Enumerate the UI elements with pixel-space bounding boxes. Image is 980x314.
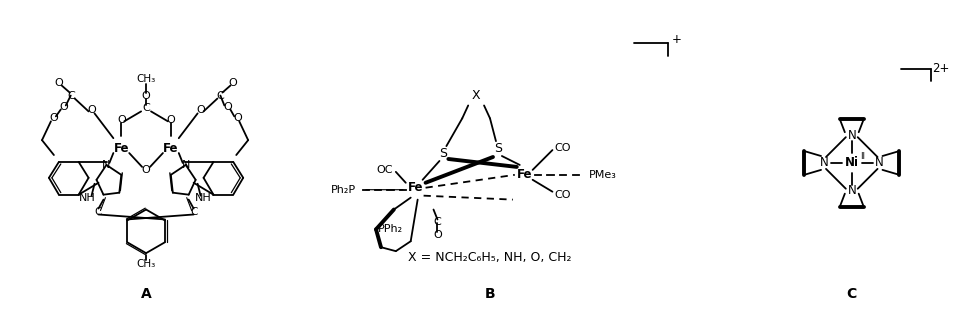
Text: O: O bbox=[55, 78, 64, 88]
Text: CO: CO bbox=[555, 190, 571, 200]
Text: PPh₂: PPh₂ bbox=[378, 225, 404, 234]
Text: Fe: Fe bbox=[163, 142, 178, 154]
Text: Fe: Fe bbox=[114, 142, 129, 154]
Text: X = NCH₂C₆H₅, NH, O, CH₂: X = NCH₂C₆H₅, NH, O, CH₂ bbox=[409, 251, 571, 264]
Text: C: C bbox=[68, 90, 75, 100]
Text: II: II bbox=[860, 152, 865, 160]
Text: N: N bbox=[875, 156, 884, 170]
Text: Ni: Ni bbox=[845, 156, 858, 170]
Text: OC: OC bbox=[376, 165, 393, 175]
Text: Ph₂P: Ph₂P bbox=[331, 185, 356, 195]
Text: 2+: 2+ bbox=[932, 62, 950, 75]
Text: Fe: Fe bbox=[516, 168, 532, 181]
Text: A: A bbox=[141, 287, 152, 301]
Text: O: O bbox=[228, 78, 237, 88]
Text: O: O bbox=[87, 106, 96, 116]
Text: N: N bbox=[848, 184, 857, 197]
Text: CH₃: CH₃ bbox=[136, 74, 156, 84]
Text: O: O bbox=[196, 106, 205, 116]
Text: O: O bbox=[60, 102, 69, 112]
Text: S: S bbox=[439, 147, 448, 160]
Text: CH₃: CH₃ bbox=[136, 259, 156, 269]
Text: CO: CO bbox=[555, 143, 571, 153]
Text: S: S bbox=[494, 142, 502, 154]
Text: N: N bbox=[181, 160, 190, 170]
Text: PMe₃: PMe₃ bbox=[589, 170, 617, 180]
Text: NH: NH bbox=[79, 192, 96, 203]
Text: O: O bbox=[223, 102, 231, 112]
Text: B: B bbox=[485, 287, 495, 301]
Text: C: C bbox=[847, 287, 857, 301]
Text: C: C bbox=[95, 207, 102, 217]
Text: X: X bbox=[471, 89, 480, 102]
Text: NH: NH bbox=[195, 192, 212, 203]
Text: C: C bbox=[142, 103, 150, 113]
Text: N: N bbox=[819, 156, 828, 170]
Text: C: C bbox=[433, 217, 441, 227]
Text: C: C bbox=[190, 207, 197, 217]
Text: O: O bbox=[142, 90, 151, 100]
Text: C: C bbox=[217, 90, 224, 100]
Text: Fe: Fe bbox=[408, 181, 423, 194]
Text: N: N bbox=[848, 129, 857, 142]
Text: O: O bbox=[117, 115, 125, 125]
Text: N: N bbox=[102, 160, 111, 170]
Text: O: O bbox=[142, 165, 151, 175]
Text: O: O bbox=[233, 113, 242, 123]
Text: O: O bbox=[433, 230, 442, 240]
Text: O: O bbox=[50, 113, 58, 123]
Text: +: + bbox=[671, 33, 681, 46]
Text: O: O bbox=[167, 115, 175, 125]
